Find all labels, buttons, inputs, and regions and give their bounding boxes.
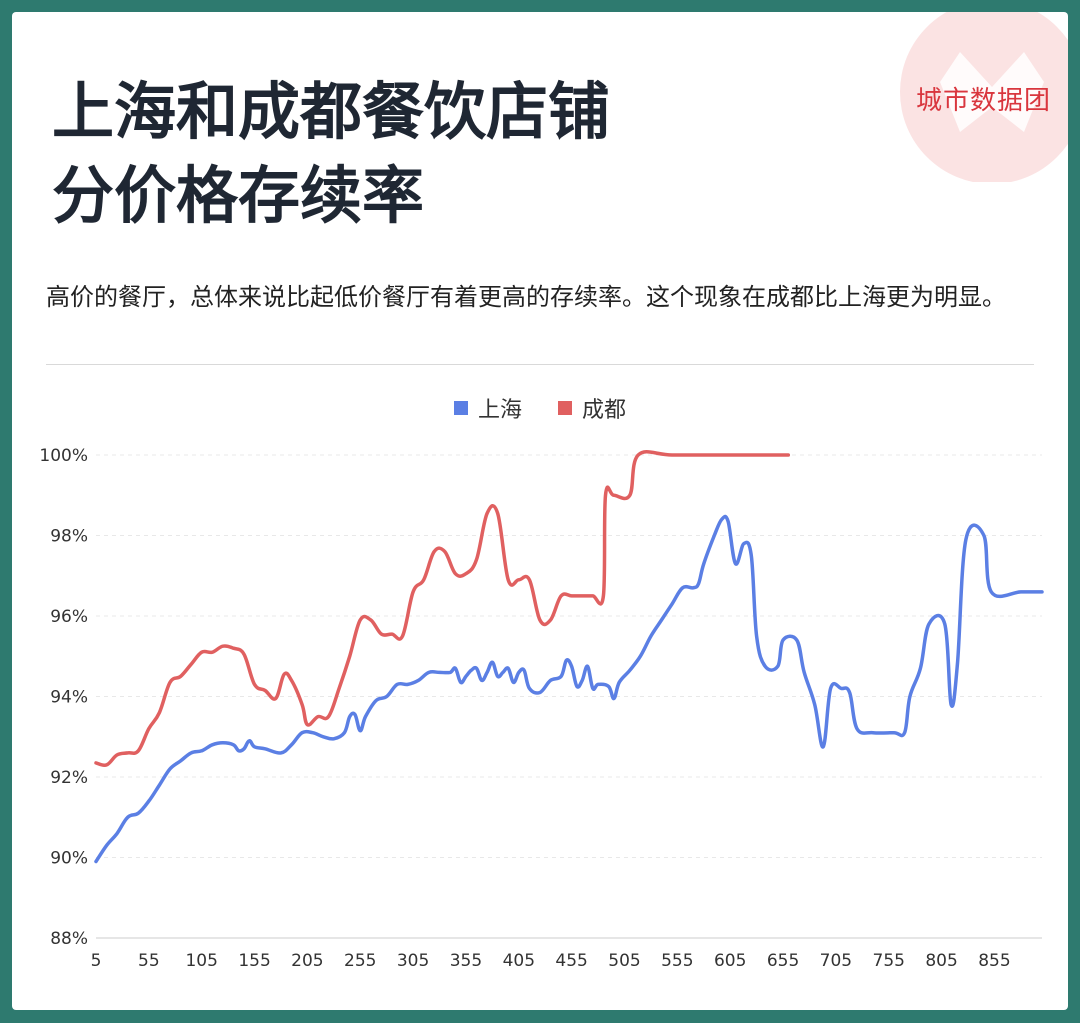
page-title: 上海和成都餐饮店铺 分价格存续率	[52, 70, 610, 238]
description: 高价的餐厅，总体来说比起低价餐厅有着更高的存续率。这个现象在成都比上海更为明显。	[46, 283, 1006, 311]
x-tick-label: 855	[978, 951, 1010, 971]
x-tick-label: 655	[767, 951, 799, 971]
x-tick-label: 705	[820, 951, 852, 971]
x-tick-label: 405	[503, 951, 535, 971]
x-tick-label: 555	[661, 951, 693, 971]
y-tick-label: 88%	[50, 929, 88, 949]
y-tick-label: 98%	[50, 527, 88, 547]
x-tick-label: 55	[138, 951, 160, 971]
legend-label-chengdu: 成都	[582, 398, 627, 423]
chart-legend: 上海 成都	[12, 392, 1068, 424]
x-tick-label: 505	[608, 951, 640, 971]
y-tick-label: 100%	[39, 446, 88, 466]
x-tick-label: 255	[344, 951, 376, 971]
y-tick-label: 94%	[50, 688, 88, 708]
legend-item-shanghai: 上海	[453, 392, 522, 424]
x-tick-label: 105	[185, 951, 217, 971]
legend-item-chengdu: 成都	[558, 392, 626, 424]
x-tick-label: 5	[91, 951, 102, 971]
logo-text: 城市数据团	[916, 86, 1052, 116]
legend-label-shanghai: 上海	[477, 398, 522, 423]
x-tick-label: 455	[555, 951, 587, 971]
y-tick-label: 90%	[50, 849, 88, 869]
legend-swatch-shanghai	[453, 401, 468, 415]
x-tick-label: 305	[397, 951, 429, 971]
x-tick-label: 205	[291, 951, 323, 971]
series-line-chengdu	[94, 450, 791, 768]
divider	[46, 364, 1034, 365]
city-data-team-logo-icon	[900, 12, 1068, 182]
series-line-shanghai	[94, 514, 1044, 864]
x-tick-label: 155	[238, 951, 270, 971]
x-tick-label: 805	[925, 951, 957, 971]
x-tick-label: 355	[450, 951, 482, 971]
title-line-1: 上海和成都餐饮店铺	[52, 75, 611, 148]
legend-swatch-chengdu	[558, 401, 572, 415]
y-tick-label: 96%	[50, 607, 88, 627]
chart-card: 城市数据团 上海和成都餐饮店铺 分价格存续率 高价的餐厅，总体来说比起低价餐厅有…	[12, 12, 1068, 1010]
y-tick-label: 92%	[50, 768, 88, 788]
line-chart: 88%90%92%94%96%98%100%5 55 105 155 205 255 305…	[39, 446, 1044, 971]
x-tick-label: 755	[873, 951, 905, 971]
title-line-2: 分价格存续率	[52, 159, 425, 232]
x-tick-label: 605	[714, 951, 746, 971]
